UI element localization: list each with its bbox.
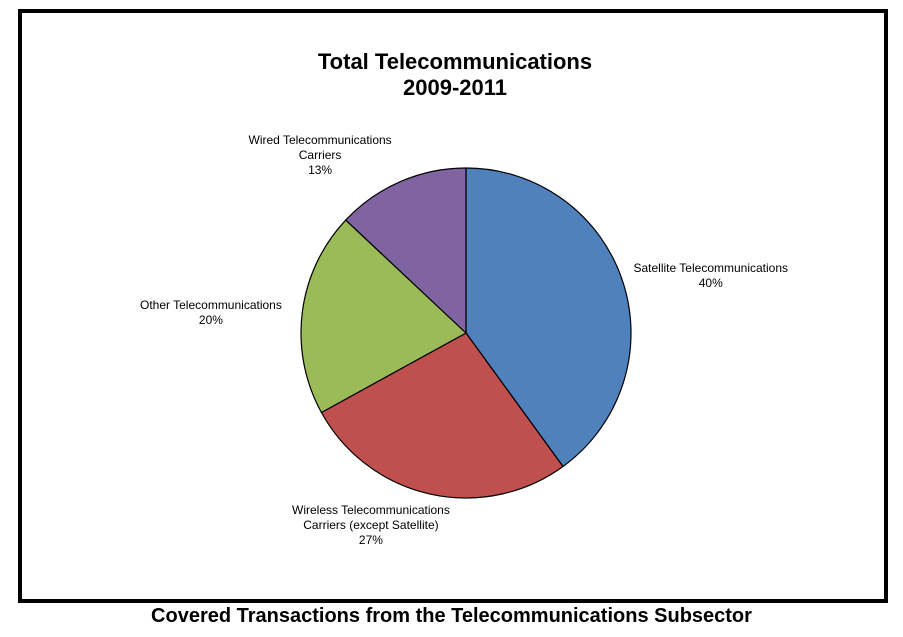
- chart-title-line-2: 2009-2011: [403, 75, 507, 100]
- chart-title-line-1: Total Telecommunications: [317, 49, 593, 74]
- slice-percent-wired: 13%: [308, 163, 333, 177]
- pie-slice-other: [300, 219, 467, 414]
- chart-title: Total Telecommunications 2009-2011: [22, 49, 888, 101]
- figure-caption: Covered Transactions from the Telecommun…: [151, 605, 752, 627]
- slice-percent-satellite: 40%: [698, 276, 723, 290]
- slice-label-wireless: Wireless Telecommunications Carriers (ex…: [292, 503, 450, 548]
- slice-percent-other: 20%: [198, 313, 223, 327]
- slice-name-wired-line-1: Wired Telecommunications: [248, 133, 392, 147]
- slice-label-satellite: Satellite Telecommunications 40%: [634, 261, 789, 291]
- slice-percent-wireless: 27%: [358, 533, 383, 547]
- slice-name-wireless-line-2: Carriers (except Satellite): [303, 518, 439, 532]
- pie-slice-satellite: [465, 167, 632, 468]
- chart-frame: Total Telecommunications 2009-2011 Satel…: [18, 9, 888, 603]
- slice-name-wireless-line-1: Wireless Telecommunications: [292, 503, 450, 517]
- pie-chart: [300, 167, 632, 499]
- slice-name-other: Other Telecommunications: [140, 298, 282, 312]
- pie-slice-wireless: [320, 332, 564, 499]
- slice-name-satellite: Satellite Telecommunications: [633, 261, 789, 275]
- slice-name-wired-line-2: Carriers: [298, 148, 342, 162]
- slice-label-other: Other Telecommunications 20%: [140, 298, 282, 328]
- pie-slice-wired: [345, 167, 467, 334]
- slice-label-wired: Wired Telecommunications Carriers 13%: [249, 133, 392, 178]
